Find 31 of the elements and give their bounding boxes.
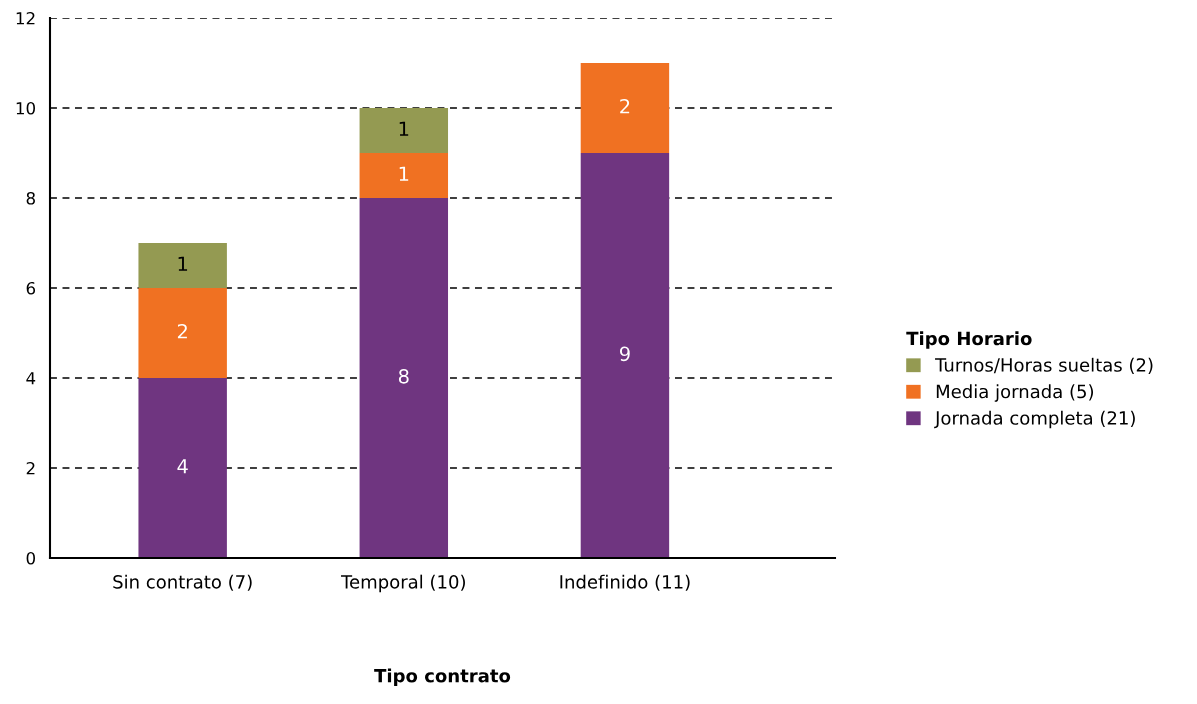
bar	[359, 153, 449, 198]
legend-label: Turnos/Horas sueltas (2)	[935, 357, 1153, 374]
x-tick-label: Temporal (10)	[341, 574, 465, 593]
data-label: 8	[398, 368, 409, 384]
x-tick-label: Sin contrato (7)	[113, 574, 252, 591]
y-tick-label: 6	[26, 281, 36, 295]
data-label: 9	[619, 346, 630, 362]
bar	[580, 153, 670, 558]
y-tick-label: 10	[16, 101, 35, 115]
x-axis-title: Tipo contrato	[374, 668, 511, 686]
y-tick-label: 0	[26, 551, 35, 565]
y-tick-label: 8	[26, 191, 35, 205]
data-label: 2	[177, 323, 187, 339]
data-label: 1	[399, 166, 409, 181]
bar	[138, 378, 227, 558]
bar	[138, 288, 227, 378]
y-tick-label: 12	[16, 11, 35, 25]
bar	[359, 108, 449, 153]
bar	[138, 243, 227, 288]
data-label: 1	[399, 121, 409, 136]
legend-label: Media jornada (5)	[936, 384, 1094, 402]
data-label: 1	[178, 256, 188, 271]
y-tick-label: 4	[26, 372, 36, 385]
bar	[580, 63, 670, 153]
data-label: 2	[620, 98, 630, 114]
x-tick-label: Indefinido (11)	[560, 574, 690, 591]
data-label: 4	[177, 459, 188, 474]
y-tick-label: 2	[26, 461, 35, 475]
legend-label: Jornada completa (21)	[934, 410, 1135, 429]
bar	[359, 198, 449, 558]
legend-title: Tipo Horario	[906, 331, 1032, 349]
